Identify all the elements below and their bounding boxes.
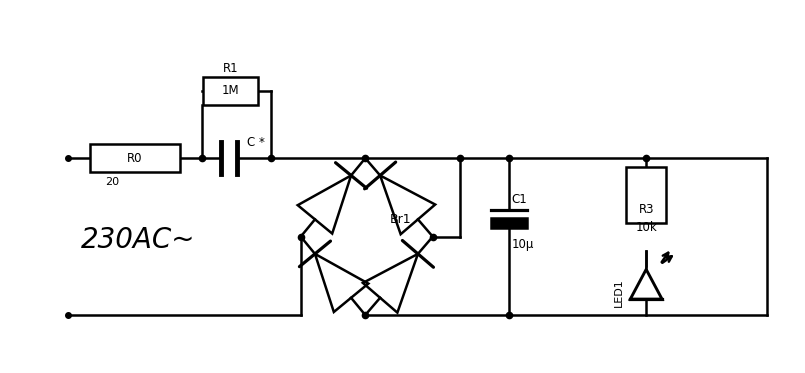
- Text: 1M: 1M: [221, 84, 239, 97]
- Text: C *: C *: [247, 136, 265, 149]
- Text: 230AC~: 230AC~: [80, 226, 195, 254]
- Text: C1: C1: [511, 193, 527, 206]
- Text: R3: R3: [638, 203, 654, 216]
- Text: Br1: Br1: [390, 213, 411, 226]
- Text: R0: R0: [127, 152, 142, 165]
- Bar: [491, 218, 527, 228]
- Bar: [90, 144, 180, 172]
- Text: 20: 20: [105, 177, 119, 187]
- Text: LED1: LED1: [613, 278, 623, 307]
- Text: 10k: 10k: [635, 221, 657, 234]
- Bar: [204, 77, 258, 104]
- Text: 10μ: 10μ: [511, 238, 534, 251]
- Text: R1: R1: [222, 62, 238, 75]
- Bar: [626, 167, 666, 223]
